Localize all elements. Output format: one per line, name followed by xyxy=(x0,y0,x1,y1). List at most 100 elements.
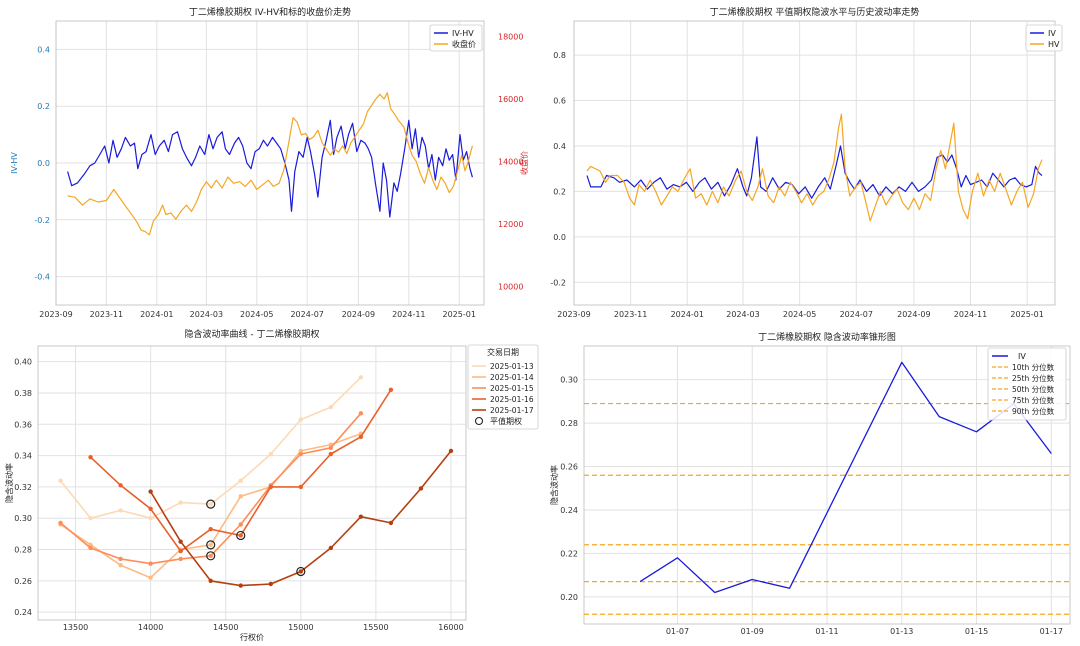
x-tick-label: 13500 xyxy=(63,623,88,632)
y2-tick-label: 14000 xyxy=(498,157,523,166)
x-tick-label: 01-17 xyxy=(1040,627,1063,636)
x-tick-label: 2024-01 xyxy=(671,310,704,319)
x-tick-label: 2024-03 xyxy=(726,310,759,319)
atm-marker xyxy=(236,530,246,541)
x-tick-label: 16000 xyxy=(438,623,463,632)
data-point xyxy=(208,553,213,559)
data-point xyxy=(298,448,304,454)
series-line-0 xyxy=(586,136,1043,199)
x-tick-label: 2024-05 xyxy=(783,310,816,319)
y-tick-label: 0.36 xyxy=(14,420,32,429)
y-axis-label: 隐含波动率 xyxy=(4,463,14,503)
y-tick-label: 0.2 xyxy=(37,102,50,111)
legend-label: 2025-01-16 xyxy=(490,395,534,404)
chart-1: 2023-09 2023-11 2024-01 2024-03 2024-05 2024-… xyxy=(10,6,529,319)
data-point xyxy=(208,578,213,584)
plot-frame xyxy=(573,20,1056,306)
data-point xyxy=(298,569,304,574)
series-line-1 xyxy=(67,92,473,236)
data-point xyxy=(328,404,334,410)
data-point xyxy=(238,583,243,588)
legend-label: 90th 分位数 xyxy=(1012,406,1055,416)
data-point xyxy=(328,445,334,450)
x-tick-label: 15500 xyxy=(363,623,388,632)
legend-label: 2025-01-15 xyxy=(490,384,534,393)
legend-label: IV-HV xyxy=(452,29,474,38)
legend-label: 2025-01-17 xyxy=(490,406,534,415)
y-tick-label: 0.32 xyxy=(14,483,32,492)
data-point xyxy=(208,526,213,532)
data-point xyxy=(418,486,424,491)
x-tick-label: 2024-01 xyxy=(140,310,173,319)
chart-title: 丁二烯橡胶期权 IV-HV和标的收盘价走势 xyxy=(189,6,351,18)
data-point xyxy=(208,542,213,548)
x-tick-label: 2024-07 xyxy=(290,310,323,319)
data-point xyxy=(118,556,123,562)
data-point xyxy=(238,533,243,538)
x-tick-label: 01-11 xyxy=(815,627,838,636)
y-tick-label: -0.2 xyxy=(550,278,566,287)
data-point xyxy=(88,545,93,551)
data-point xyxy=(268,484,273,490)
x-tick-label: 14000 xyxy=(138,623,163,632)
legend-label: 75th 分位数 xyxy=(1012,395,1055,405)
data-point xyxy=(118,563,123,568)
y-tick-label: 0.30 xyxy=(560,376,578,385)
atm-marker xyxy=(206,499,216,509)
y-tick-label: -0.4 xyxy=(34,273,50,282)
data-point xyxy=(88,542,93,548)
y-tick-label: 0.8 xyxy=(553,51,566,60)
x-tick-label: 2024-09 xyxy=(342,310,375,319)
data-point xyxy=(148,575,153,580)
gridlines xyxy=(584,346,1070,624)
data-point xyxy=(238,494,243,499)
data-point xyxy=(328,545,334,551)
data-point xyxy=(178,548,183,554)
legend-label: 2025-01-14 xyxy=(490,373,534,382)
y-tick-label: 0.24 xyxy=(14,608,32,617)
legend-box xyxy=(987,347,1067,421)
legend-label: 10th 分位数 xyxy=(1012,362,1055,372)
x-tick-label: 2024-05 xyxy=(240,310,273,319)
legend-label: 收盘价 xyxy=(452,39,476,49)
y-tick-label: 0.26 xyxy=(14,577,32,586)
data-point xyxy=(358,434,364,440)
x-tick-label: 15000 xyxy=(288,623,313,632)
y-tick-label: 0.4 xyxy=(37,45,50,54)
gridlines xyxy=(38,346,466,620)
plot-frame xyxy=(37,345,467,621)
y-tick-label: 0.30 xyxy=(14,514,32,523)
y-tick-label: 0.2 xyxy=(553,187,566,196)
data-point xyxy=(268,451,273,457)
x-tick-label: 2024-11 xyxy=(954,310,987,319)
x-tick-label: 01-09 xyxy=(741,627,764,636)
y-tick-label: 0.34 xyxy=(14,452,32,461)
legend-label: 2025-01-13 xyxy=(490,362,534,371)
series-line-3 xyxy=(90,389,392,552)
x-tick-label: 2025-01 xyxy=(442,310,475,319)
atm-marker xyxy=(296,566,306,577)
series-line-0 xyxy=(67,119,473,218)
y-tick-label: 0.22 xyxy=(560,549,578,558)
x-tick-label: 14500 xyxy=(213,623,238,632)
x-tick-label: 01-13 xyxy=(890,627,913,636)
data-point xyxy=(388,387,394,393)
y-axis-label: IV-HV xyxy=(10,152,19,174)
y-tick-label: 0.6 xyxy=(553,97,566,106)
legend-title: 交易日期 xyxy=(487,347,519,357)
data-point xyxy=(148,516,153,521)
x-tick-label: 2024-11 xyxy=(392,310,425,319)
data-point xyxy=(298,451,304,457)
x-tick-label: 2023-09 xyxy=(39,310,72,319)
chart-title: 隐含波动率曲线 - 丁二烯橡胶期权 xyxy=(185,328,320,340)
series-line-1 xyxy=(586,113,1043,222)
x-tick-label: 2023-11 xyxy=(90,310,123,319)
x-tick-label: 2025-01 xyxy=(1010,310,1043,319)
y2-tick-label: 16000 xyxy=(498,95,523,104)
x-tick-label: 01-07 xyxy=(666,627,689,636)
gridlines xyxy=(55,21,484,305)
data-point xyxy=(358,514,364,519)
data-point xyxy=(268,581,273,587)
chart-title: 丁二烯橡胶期权 隐含波动率锥形图 xyxy=(758,331,896,343)
